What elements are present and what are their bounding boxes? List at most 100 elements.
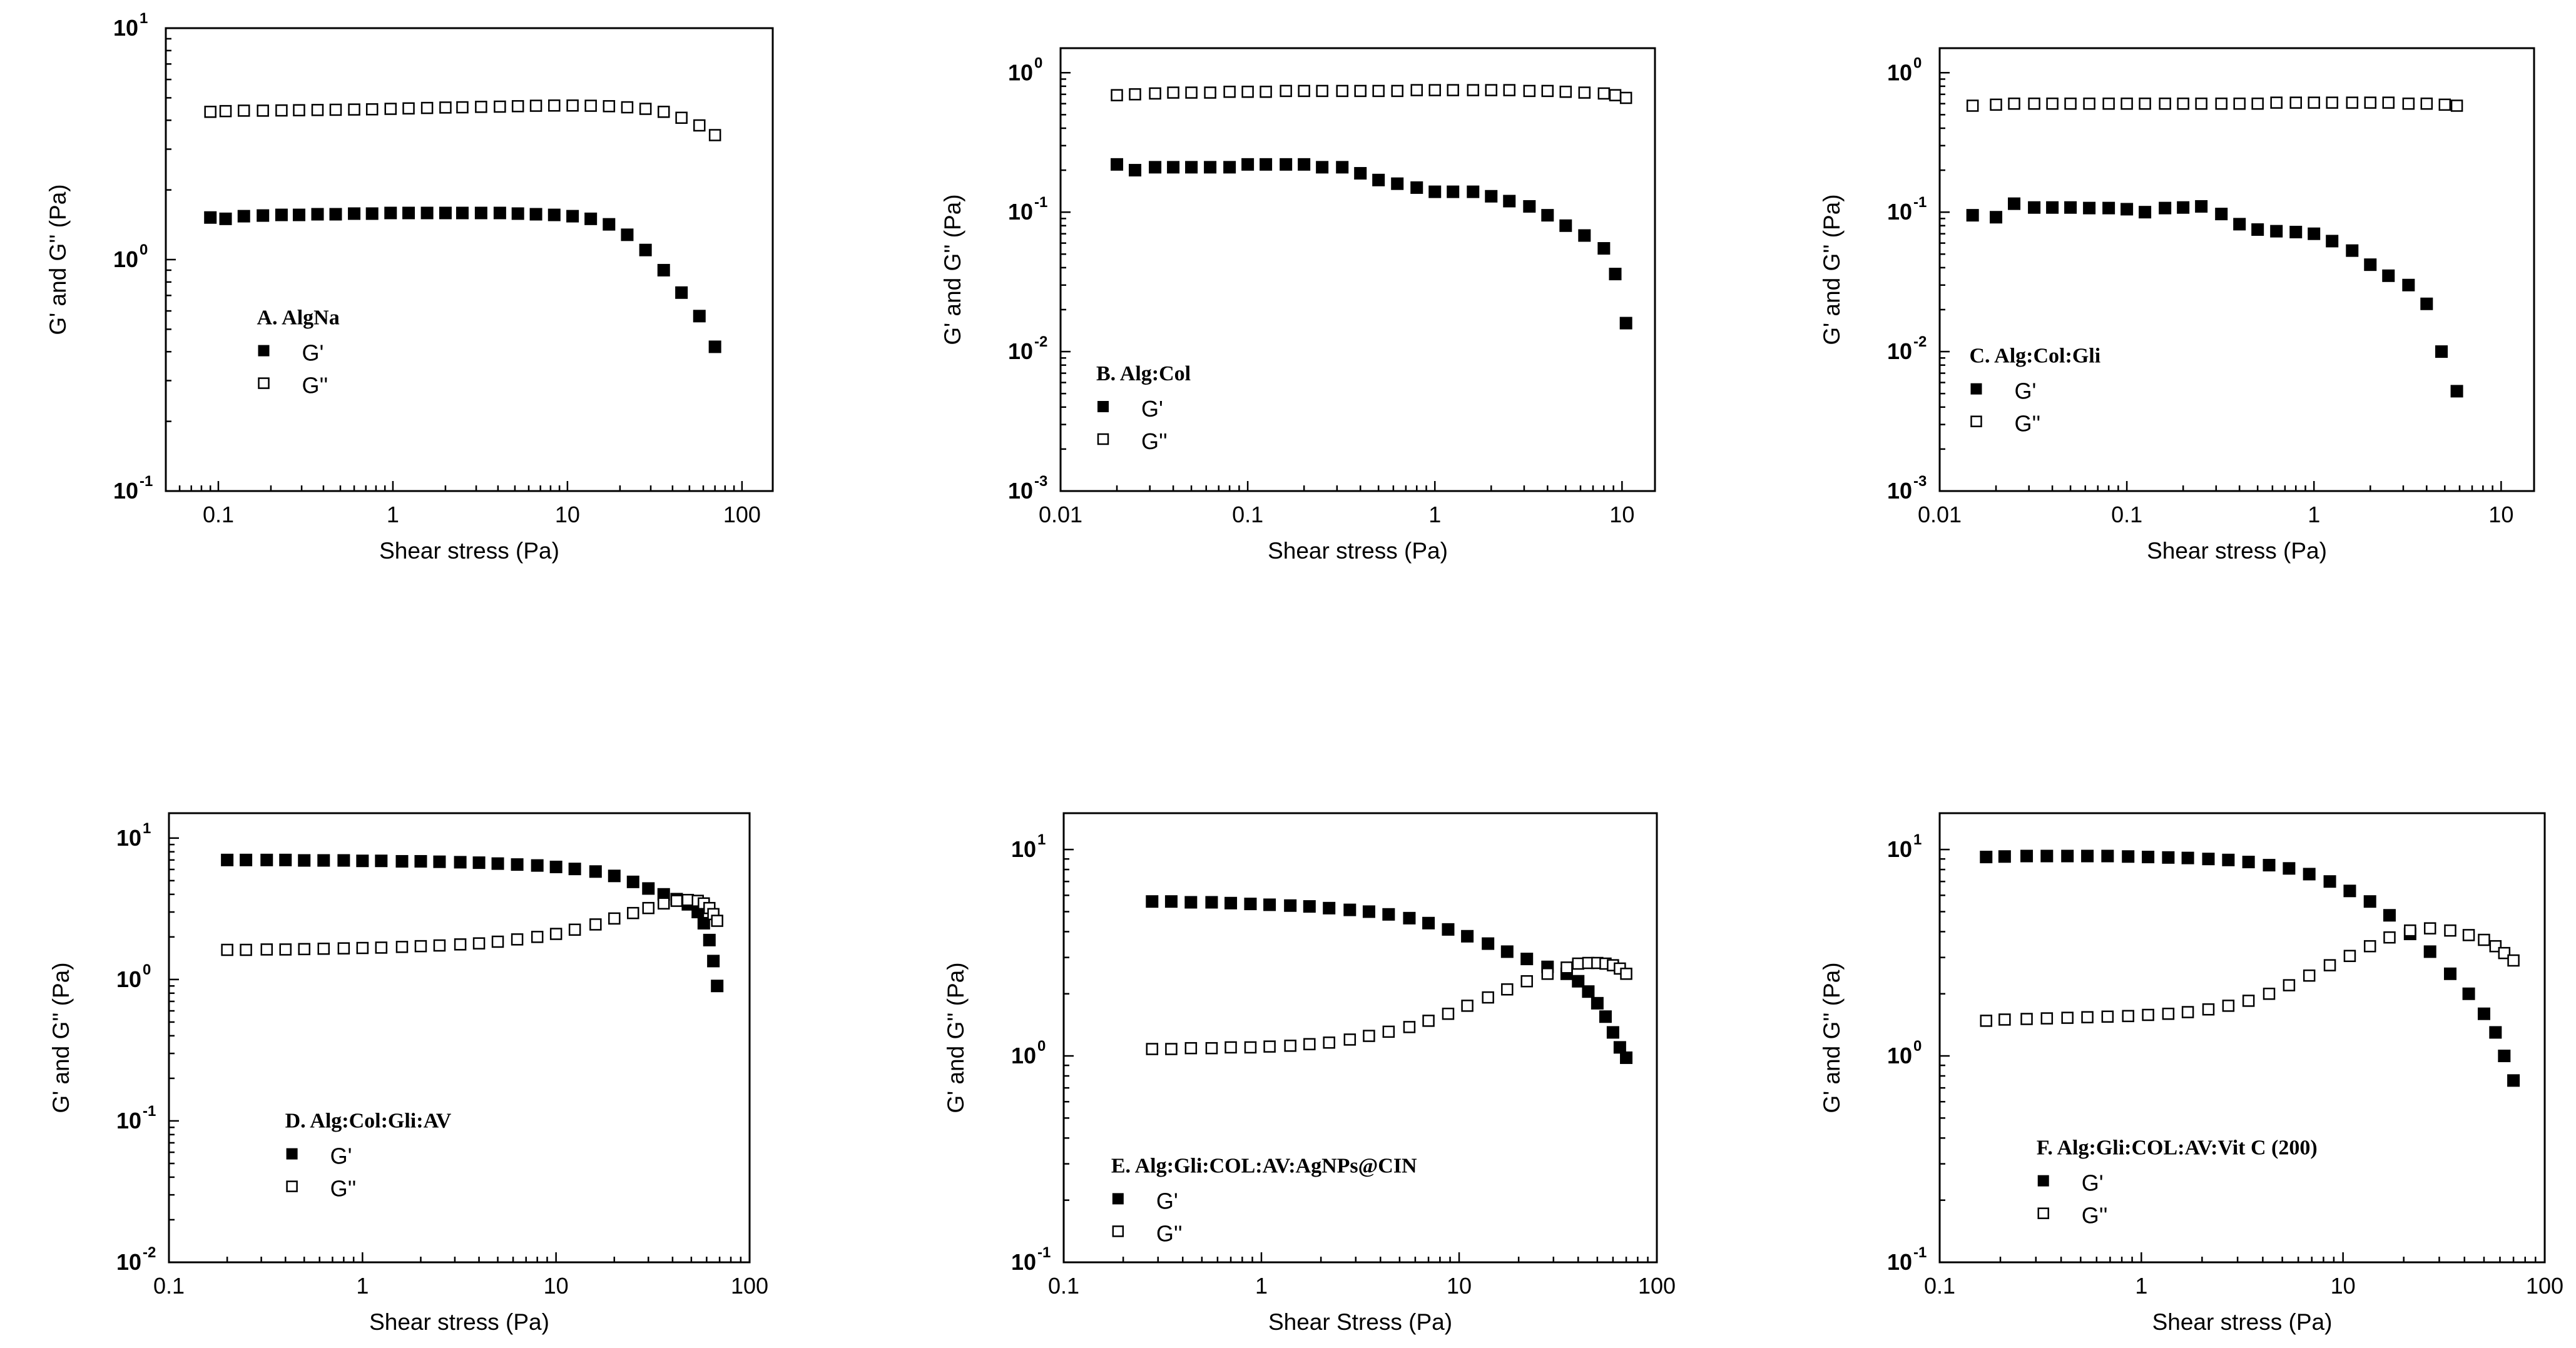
- data-point: [2222, 1000, 2235, 1012]
- y-axis-label: G' and G'' (Pa): [45, 184, 71, 335]
- data-point: [2289, 225, 2303, 238]
- data-point: [1560, 961, 1573, 974]
- data-point: [1613, 1041, 1626, 1054]
- data-point: [491, 935, 504, 948]
- data-point: [298, 854, 311, 867]
- data-point: [2404, 924, 2416, 937]
- data-point: [2489, 940, 2502, 953]
- y-tick-exponent: -2: [143, 1244, 156, 1261]
- data-point: [2303, 868, 2316, 881]
- data-point: [2195, 200, 2208, 213]
- y-tick-base: 10: [1011, 1249, 1036, 1275]
- data-point: [627, 906, 639, 920]
- data-point: [2343, 950, 2356, 963]
- data-point: [703, 933, 716, 946]
- legend: B. Alg:Col G' G'': [1096, 362, 1191, 454]
- data-point: [608, 912, 621, 925]
- data-point: [237, 104, 250, 117]
- data-point: [2083, 201, 2096, 215]
- data-point: [1241, 85, 1254, 98]
- legend-label: G': [302, 340, 324, 366]
- data-point: [2040, 1012, 2054, 1025]
- data-point: [1149, 161, 1162, 174]
- data-point: [2364, 258, 2377, 271]
- data-point: [1244, 898, 1257, 911]
- data-point: [1362, 905, 1375, 918]
- chart-title: C. Alg:Col:Gli: [1970, 345, 2101, 368]
- data-point: [2177, 97, 2189, 110]
- data-point: [1167, 86, 1179, 99]
- data-point: [1184, 896, 1198, 909]
- data-point: [1609, 268, 1622, 281]
- data-point: [2364, 96, 2377, 109]
- y-tick-label: 10 -1: [1887, 194, 1927, 225]
- data-point: [1241, 158, 1255, 171]
- x-axis-label: Shear stress (Pa): [379, 538, 559, 564]
- data-point: [2251, 97, 2264, 110]
- legend: F. Alg:Gli:COL:AV:Vit C (200) G' G'': [2037, 1137, 2318, 1229]
- data-point: [1343, 1033, 1357, 1046]
- data-point: [2040, 849, 2054, 863]
- data-point: [2346, 244, 2359, 257]
- data-point: [1619, 91, 1632, 104]
- y-tick-label: 10 1: [116, 820, 151, 851]
- legend-marker: [258, 345, 270, 357]
- chart-title: E. Alg:Gli:COL:AV:AgNPs@CIN: [1111, 1154, 1417, 1177]
- data-point: [1164, 895, 1178, 908]
- data-point: [414, 854, 427, 868]
- data-point: [2450, 385, 2463, 398]
- data-point: [1298, 158, 1311, 171]
- data-point: [1541, 84, 1554, 98]
- data-point: [2382, 269, 2395, 282]
- data-point: [2083, 97, 2095, 110]
- data-point: [1966, 99, 1979, 112]
- y-tick-base: 10: [1008, 478, 1033, 504]
- data-point: [1980, 1015, 1993, 1027]
- data-point: [2308, 96, 2320, 109]
- data-point: [2120, 97, 2133, 110]
- data-point: [589, 918, 602, 931]
- legend-marker: [1970, 383, 1982, 395]
- data-point: [375, 854, 388, 868]
- data-point: [1223, 161, 1236, 174]
- data-point: [2162, 1007, 2175, 1020]
- data-point: [642, 882, 655, 895]
- data-point: [1578, 86, 1591, 99]
- data-point: [621, 228, 634, 241]
- y-tick-label: 10 -2: [116, 1244, 156, 1275]
- data-point: [1503, 84, 1515, 96]
- data-point: [2242, 856, 2255, 869]
- series-g-prime: [1966, 197, 2463, 398]
- y-tick-base: 10: [1008, 59, 1033, 85]
- data-point: [639, 243, 652, 256]
- data-point: [2061, 1011, 2074, 1024]
- data-point: [621, 101, 634, 114]
- data-point: [1541, 209, 1554, 222]
- data-point: [608, 869, 621, 883]
- data-point: [657, 106, 670, 118]
- data-point: [529, 208, 542, 221]
- data-point: [511, 207, 524, 220]
- y-tick-exponent: 0: [1034, 54, 1042, 71]
- data-point: [2242, 995, 2255, 1007]
- data-point: [1428, 84, 1441, 96]
- data-point: [1482, 937, 1495, 950]
- chart-title: D. Alg:Col:Gli:AV: [285, 1110, 452, 1133]
- data-point: [2020, 849, 2034, 863]
- data-point: [708, 340, 721, 353]
- x-tick-label: 0.1: [153, 1273, 185, 1299]
- data-point: [566, 99, 579, 112]
- y-tick-base: 10: [1008, 199, 1033, 225]
- data-point: [2283, 862, 2296, 875]
- data-point: [2270, 96, 2283, 109]
- data-point: [365, 207, 379, 220]
- data-point: [708, 129, 721, 141]
- y-tick-label: 10 -3: [1887, 473, 1927, 504]
- data-point: [2251, 223, 2264, 236]
- data-point: [2402, 278, 2415, 291]
- data-point: [2435, 345, 2448, 358]
- data-point: [2120, 203, 2134, 216]
